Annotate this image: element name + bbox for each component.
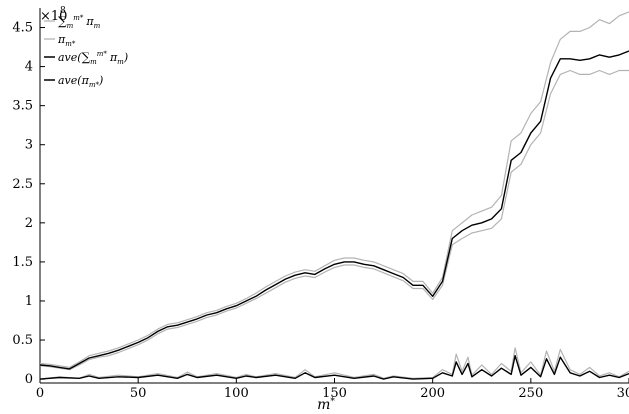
x-tick-label: 100 (224, 386, 249, 401)
legend: ∑mm* πm πm* ave(∑mm* πm) ave(πm*) (44, 14, 128, 89)
x-tick-label: 200 (420, 386, 445, 401)
y-exponent-power: 8 (60, 6, 66, 16)
legend-label-1-pisub: m (94, 22, 101, 30)
y-tick-label: 2.5 (12, 177, 33, 192)
series-line-5 (39, 355, 629, 380)
legend-label-3-sum: ∑ (82, 50, 91, 64)
x-tick-label: 50 (130, 386, 147, 401)
x-tick-label: 250 (518, 386, 543, 401)
legend-label-4-sub: m* (89, 81, 100, 89)
legend-label-4-close: ) (98, 74, 103, 87)
legend-label-3-sup: m* (97, 50, 108, 58)
legend-label-3-pi: π (109, 51, 118, 64)
series-line-2 (39, 69, 629, 371)
y-tick-label: 1 (25, 294, 33, 309)
legend-label-2: πm* (57, 33, 76, 48)
y-tick-label: 0.5 (12, 333, 33, 348)
y-tick-label: 3.5 (12, 99, 33, 114)
legend-label-3: ave(∑mm* πm) (58, 50, 128, 66)
legend-label-1: ∑mm* πm (58, 14, 101, 30)
x-tick-label: 300 (617, 386, 629, 401)
series-line-1 (39, 11, 629, 368)
y-tick-label: 1.5 (12, 255, 33, 270)
legend-label-1-pi: π (85, 15, 94, 28)
legend-label-3-pisub: m (117, 58, 124, 66)
y-tick-label: 4.5 (12, 21, 33, 36)
y-tick-label: 0 (25, 372, 33, 387)
legend-label-2-sub: m* (65, 40, 76, 48)
legend-label-4: ave(πm*) (58, 74, 103, 89)
legend-label-1-sum: ∑ (58, 14, 67, 28)
legend-label-1-sub: m (67, 22, 74, 30)
y-exponent-label: ×10 (40, 9, 67, 24)
legend-label-1-sup: m* (73, 14, 84, 22)
x-tick-label: 150 (322, 386, 347, 401)
y-tick-label: 2 (25, 216, 33, 231)
series-line-4 (39, 347, 629, 380)
y-tick-label: 4 (25, 60, 33, 75)
x-axis-label: m* (317, 397, 335, 413)
legend-label-3-close: ) (123, 51, 128, 64)
x-tick-label: 0 (36, 386, 44, 401)
legend-label-3-sub: m (90, 58, 97, 66)
series-line-3 (39, 50, 629, 370)
y-tick-label: 3 (25, 138, 33, 153)
x-axis-label-star: * (330, 397, 335, 407)
